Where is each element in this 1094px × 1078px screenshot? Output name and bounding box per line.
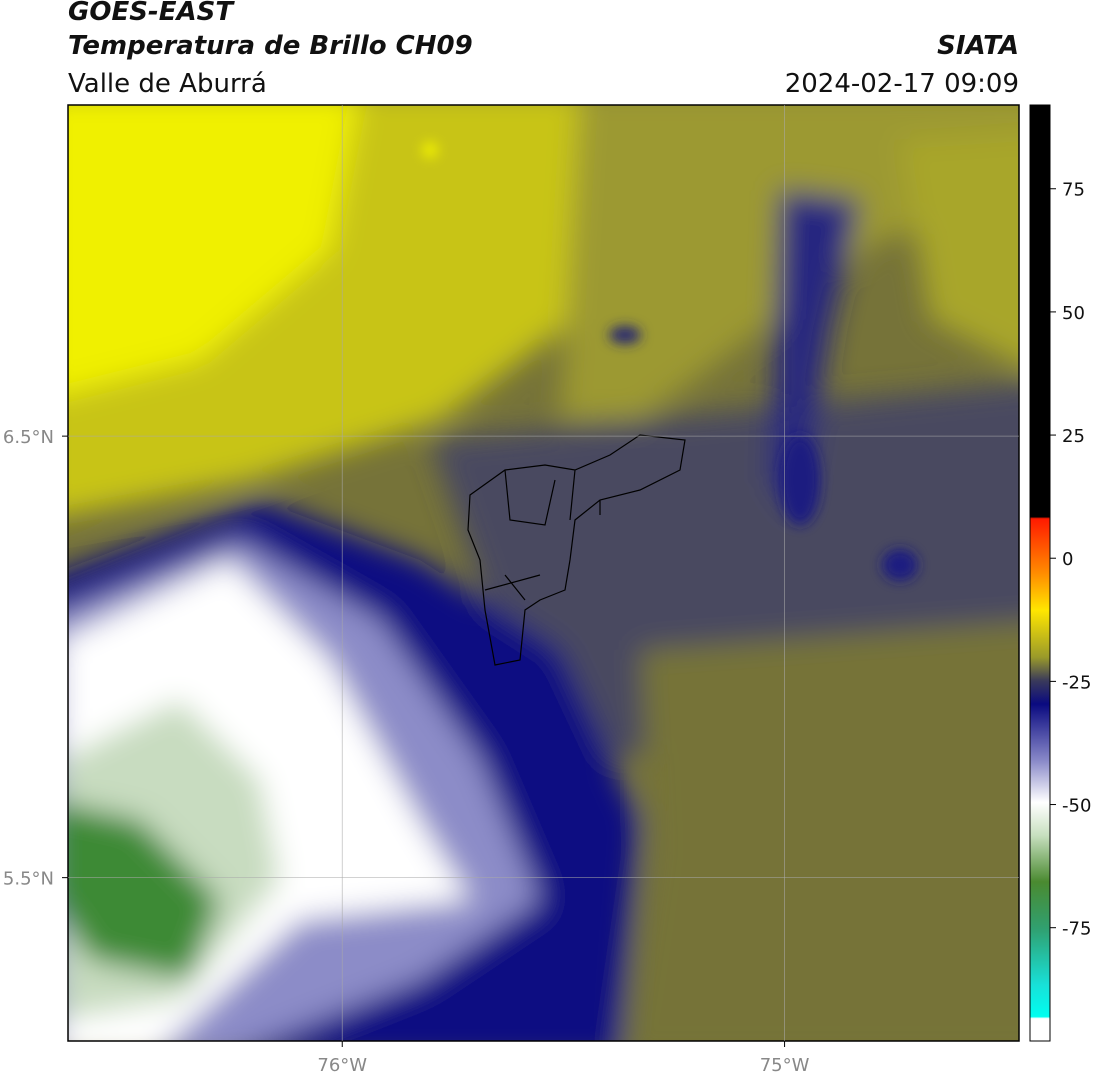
title: GOES-EAST [68, 0, 235, 27]
colorbar-tick-label: -75 [1062, 919, 1091, 940]
colorbar-tick-label: 50 [1062, 303, 1085, 324]
colorbar-tick-label: 75 [1062, 180, 1085, 201]
source: SIATA [937, 31, 1019, 61]
subtitle: Temperatura de Brillo CH09 [68, 31, 473, 61]
y-tick-label: 6.5°N [3, 427, 54, 448]
colorbar-tick-label: -25 [1062, 672, 1091, 693]
brightness-field [68, 105, 1019, 1041]
colorbar [1029, 104, 1051, 1042]
x-tick-label: 75°W [760, 1055, 810, 1076]
colorbar-tick-label: 25 [1062, 426, 1085, 447]
colorbar-tick-label: -50 [1062, 796, 1091, 817]
map-frame [67, 104, 1020, 1042]
region: Valle de Aburrá [68, 69, 267, 99]
x-tick-label: 76°W [317, 1055, 367, 1076]
datetime: 2024-02-17 09:09 [785, 69, 1019, 99]
y-tick-label: 5.5°N [3, 869, 54, 890]
colorbar-tick-label: 0 [1062, 549, 1073, 570]
municipal-boundaries [467, 434, 686, 666]
